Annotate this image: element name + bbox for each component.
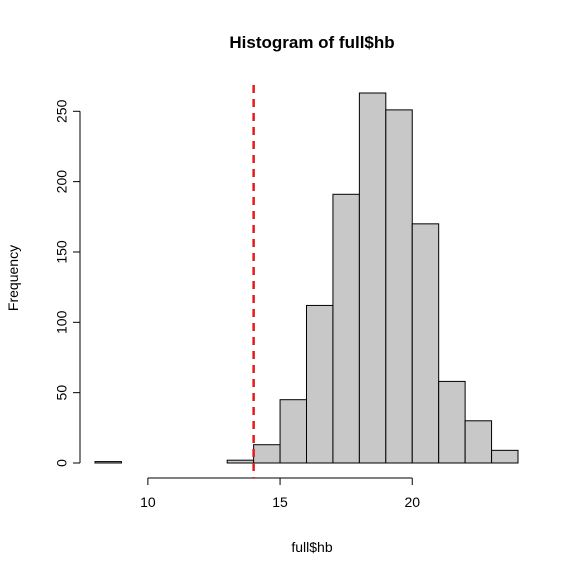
- histogram-bar: [385, 109, 413, 464]
- chart-title: Histogram of full$hb: [229, 33, 394, 52]
- x-axis-label: full$hb: [291, 539, 332, 555]
- histogram-bar: [491, 449, 519, 464]
- bars-group: [94, 92, 519, 464]
- y-axis-label: Frequency: [5, 245, 21, 311]
- y-tick-label: 200: [54, 170, 70, 194]
- y-axis: 0 50 100 150 200 250: [54, 99, 81, 467]
- histogram-bar: [358, 92, 387, 464]
- y-tick-label: 100: [54, 310, 70, 334]
- y-tick-label: 50: [54, 385, 70, 401]
- y-tick-label: 250: [54, 99, 70, 123]
- histogram-bar: [226, 459, 255, 464]
- histogram-bar: [411, 223, 440, 464]
- histogram-bar: [306, 304, 334, 464]
- x-tick-label: 10: [140, 494, 156, 510]
- x-tick-label: 20: [404, 494, 420, 510]
- y-tick-label: 0: [54, 459, 70, 467]
- histogram-bar: [94, 461, 122, 464]
- x-tick-label: 15: [272, 494, 288, 510]
- y-tick-label: 150: [54, 240, 70, 264]
- x-axis: 10 15 20: [140, 477, 420, 510]
- histogram-bar: [253, 444, 281, 464]
- histogram-bar: [279, 399, 307, 464]
- histogram-bar: [438, 380, 466, 464]
- histogram-bar: [332, 193, 360, 464]
- histogram-bar: [464, 420, 493, 464]
